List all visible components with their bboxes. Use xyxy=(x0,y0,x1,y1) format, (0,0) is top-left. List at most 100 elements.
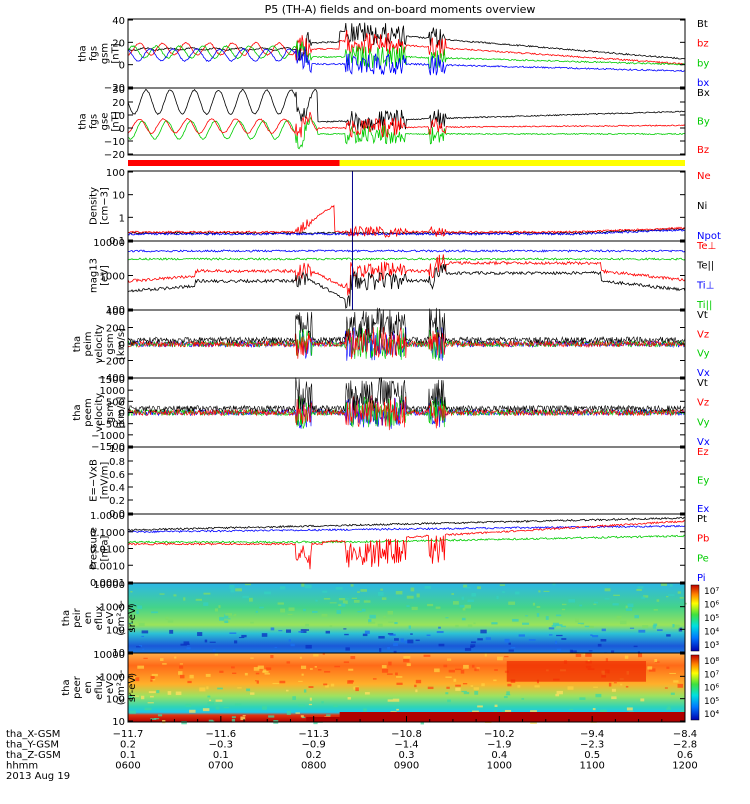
spectrogram-pixel xyxy=(130,591,133,593)
x-tick-label: −0.3 xyxy=(209,740,233,751)
y-label-line: E=−VxB xyxy=(89,459,100,502)
spectrogram-pixel xyxy=(345,598,350,600)
trace-Bz xyxy=(128,111,685,138)
spectrogram-pixel xyxy=(496,595,499,600)
spectrogram-pixel xyxy=(336,610,342,614)
spectrogram-pixel xyxy=(381,597,387,600)
spectrogram-pixel xyxy=(648,668,656,672)
spectrogram-pixel xyxy=(204,639,208,643)
spectrogram-pixel xyxy=(668,594,675,596)
spectrogram-pixel xyxy=(377,591,384,596)
spectrogram-pixel xyxy=(452,601,459,605)
spectrogram-pixel xyxy=(205,673,211,677)
spectrogram-pixel xyxy=(638,653,643,658)
spectrogram-pixel xyxy=(642,625,649,629)
y-tick-label: 10 xyxy=(112,191,125,202)
spectrogram-pixel xyxy=(664,687,668,689)
y-label-line: [mV/m] xyxy=(100,462,111,500)
y-label-line: eflux xyxy=(94,606,105,631)
spectrogram-pixel xyxy=(506,691,510,695)
spectrogram-pixel xyxy=(389,633,396,637)
spectrogram-pixel xyxy=(656,599,660,602)
spectrogram-pixel xyxy=(343,661,350,664)
spectrogram-pixel xyxy=(611,696,617,700)
spectrogram-pixel xyxy=(438,626,441,629)
spectrogram-pixel xyxy=(215,706,220,710)
spectrogram-pixel xyxy=(459,604,465,608)
y-tick-label: 100 xyxy=(106,305,125,316)
y-tick-label: 10000 xyxy=(93,650,125,661)
spectrogram-pixel xyxy=(353,599,360,603)
trace-Pi xyxy=(128,524,685,534)
spectrogram-pixel xyxy=(255,672,260,675)
panel-frame xyxy=(127,446,686,515)
y-tick-label: 100 xyxy=(106,168,125,179)
spectrogram-pixel xyxy=(357,591,360,593)
spectrogram-pixel xyxy=(463,584,468,588)
spectrogram-pixel xyxy=(406,595,414,599)
spectrogram-pixel xyxy=(279,680,286,684)
spectrogram-pixel xyxy=(140,695,145,700)
spectrogram-pixel xyxy=(225,613,233,616)
spectrogram-pixel xyxy=(641,596,646,599)
spectrogram-pixel xyxy=(414,684,417,688)
spectrogram-pixel xyxy=(138,622,145,627)
spectrogram-pixel xyxy=(515,591,520,595)
spectrogram-pixel xyxy=(464,586,471,589)
spectrogram-pixel xyxy=(272,682,280,685)
spectrogram-pixel xyxy=(677,683,684,688)
spectrogram-pixel xyxy=(567,686,574,690)
spectrogram-pixel xyxy=(393,650,397,654)
spectrogram-pixel xyxy=(584,625,590,628)
spectrogram-pixel xyxy=(530,710,537,714)
legend-Ni: Ni xyxy=(697,201,707,212)
y-tick-label: 0 xyxy=(119,340,125,351)
spectrogram-pixel xyxy=(447,658,452,661)
spectrogram-pixel xyxy=(342,600,348,604)
spectrogram-pixel xyxy=(285,689,289,692)
y-tick-label: 0.6 xyxy=(109,470,125,481)
spectrogram-pixel xyxy=(424,585,431,589)
spectrogram-pixel xyxy=(372,678,377,680)
spectrogram-pixel xyxy=(288,607,295,612)
y-tick-label: 10000 xyxy=(93,580,125,591)
spectrogram-pixel xyxy=(231,718,236,723)
y-label-line: (cm²-s- xyxy=(116,669,127,705)
spectrogram-pixel xyxy=(605,658,609,662)
spectrogram-pixel xyxy=(323,683,328,686)
spectrogram-pixel xyxy=(381,668,389,673)
spectrogram-pixel xyxy=(684,602,687,605)
y-tick-label: 0 xyxy=(119,409,125,420)
spectrogram-pixel xyxy=(317,669,322,671)
x-tick-label: 0900 xyxy=(394,761,419,772)
x-tick-label: 1200 xyxy=(672,761,697,772)
spectrogram-pixel xyxy=(207,695,211,698)
y-tick-label: 100 xyxy=(106,625,125,636)
panel-temp: 10000 1000 100 mag13 [eV] Te⊥ Te|| Ti⊥ Ti|| xyxy=(89,238,717,316)
spectrogram-pixel xyxy=(627,603,634,608)
x-tick-label: −0.9 xyxy=(302,740,326,751)
y-tick-label: 1.0000 xyxy=(90,511,125,522)
spectrogram-pixel xyxy=(508,642,511,645)
spectrogram-pixel xyxy=(471,593,476,597)
y-label-line: sr-eV) xyxy=(127,673,138,702)
y-tick-label: −400 xyxy=(98,373,125,384)
spectrogram-pixel xyxy=(640,698,645,702)
spectrogram-pixel xyxy=(224,620,229,624)
colorbar-label: 10⁶ xyxy=(704,601,719,611)
trace-Ne xyxy=(128,227,685,235)
spectrogram-pixel xyxy=(474,691,479,695)
spectrogram-pixel xyxy=(255,610,258,613)
y-label-line: gsm xyxy=(105,333,116,354)
spectrogram-pixel xyxy=(209,699,212,702)
spectrogram-pixel xyxy=(593,603,597,605)
spectrogram-pixel xyxy=(322,653,325,655)
spectrogram-pixel xyxy=(534,685,540,688)
spectrogram-pixel xyxy=(136,610,139,614)
spectrogram-pixel xyxy=(654,661,660,663)
spectrogram-pixel xyxy=(308,703,313,706)
spectrogram-pixel xyxy=(455,687,461,691)
y-tick-label: 1000 xyxy=(100,386,125,397)
y-tick-label: 1000 xyxy=(100,272,125,283)
colorbar-peer-spec xyxy=(690,654,700,721)
